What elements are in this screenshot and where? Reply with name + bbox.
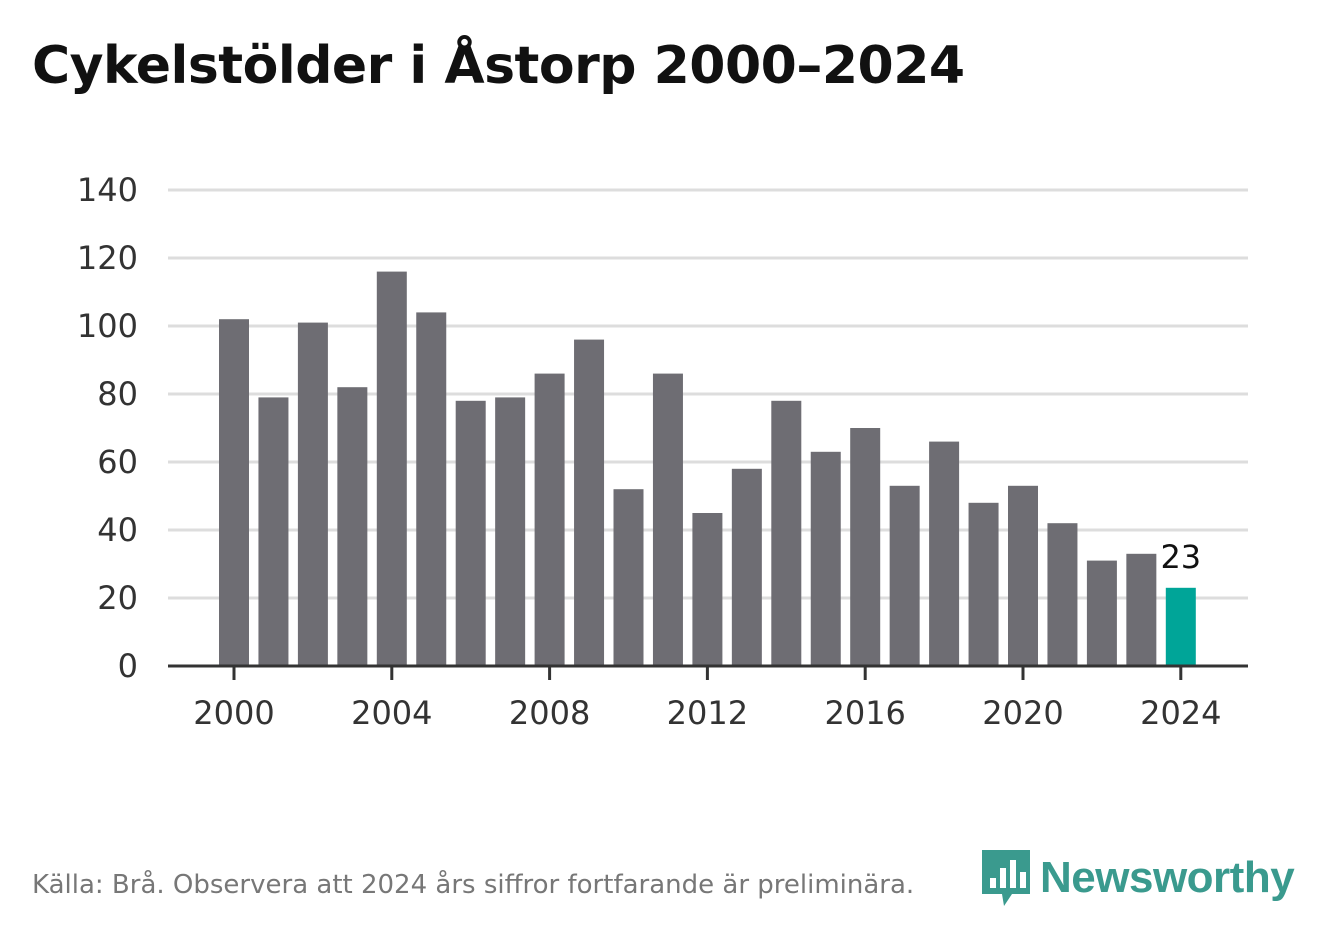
y-tick-label: 40 xyxy=(97,511,138,549)
bar-2013 xyxy=(731,468,762,666)
x-tick-label: 2016 xyxy=(824,694,905,732)
bar-2015 xyxy=(810,451,841,666)
bar-2012 xyxy=(692,513,723,666)
y-tick-label: 120 xyxy=(77,239,138,277)
bar-2016 xyxy=(850,428,881,666)
bar-2006 xyxy=(455,400,486,666)
bar-2002 xyxy=(297,322,328,666)
y-tick-label: 20 xyxy=(97,579,138,617)
x-tick-label: 2000 xyxy=(193,694,274,732)
bar-2020 xyxy=(1008,485,1038,666)
y-tick-label: 80 xyxy=(97,375,138,413)
chart-title: Cykelstölder i Åstorp 2000–2024 xyxy=(32,36,965,96)
bar-2011 xyxy=(652,373,683,666)
data-labels: 23 xyxy=(1160,538,1201,576)
bar-chart-logo-icon xyxy=(982,850,1030,906)
y-tick-label: 60 xyxy=(97,443,138,481)
x-tick-label: 2020 xyxy=(982,694,1063,732)
x-tick-label: 2008 xyxy=(509,694,590,732)
bar-2004 xyxy=(376,271,407,666)
bar-2018 xyxy=(929,441,960,666)
bar-2014 xyxy=(771,400,802,666)
x-axis-ticks: 2000 2004 2008 2012 2016 2020 2024 xyxy=(193,666,1222,732)
data-label-2024: 23 xyxy=(1160,538,1201,576)
y-tick-label: 100 xyxy=(77,307,138,345)
x-tick-label: 2004 xyxy=(351,694,432,732)
bar-2010 xyxy=(613,489,644,666)
bar-2007 xyxy=(495,397,526,666)
bar-2021 xyxy=(1047,523,1078,666)
bar-2017 xyxy=(889,485,920,666)
bar-2023 xyxy=(1126,553,1157,666)
newsworthy-logo: Newsworthy xyxy=(980,848,1295,908)
bar-2022 xyxy=(1086,560,1117,666)
source-note: Källa: Brå. Observera att 2024 års siffr… xyxy=(32,870,915,900)
y-tick-label: 0 xyxy=(118,647,138,685)
y-axis-ticks: 0 20 40 60 80 100 120 140 xyxy=(77,171,138,685)
bar-2001 xyxy=(258,397,289,666)
x-tick-label: 2024 xyxy=(1140,694,1221,732)
brand-name: Newsworthy xyxy=(1040,853,1295,902)
x-tick-label: 2012 xyxy=(667,694,748,732)
bar-2009 xyxy=(574,339,605,666)
bars xyxy=(219,271,1196,666)
y-tick-label: 140 xyxy=(77,171,138,209)
bar-2003 xyxy=(337,387,368,666)
bar-2024 xyxy=(1165,587,1196,666)
bar-2005 xyxy=(416,312,447,666)
bar-2000 xyxy=(219,319,249,666)
bar-2008 xyxy=(534,373,565,666)
bar-2019 xyxy=(968,502,999,666)
